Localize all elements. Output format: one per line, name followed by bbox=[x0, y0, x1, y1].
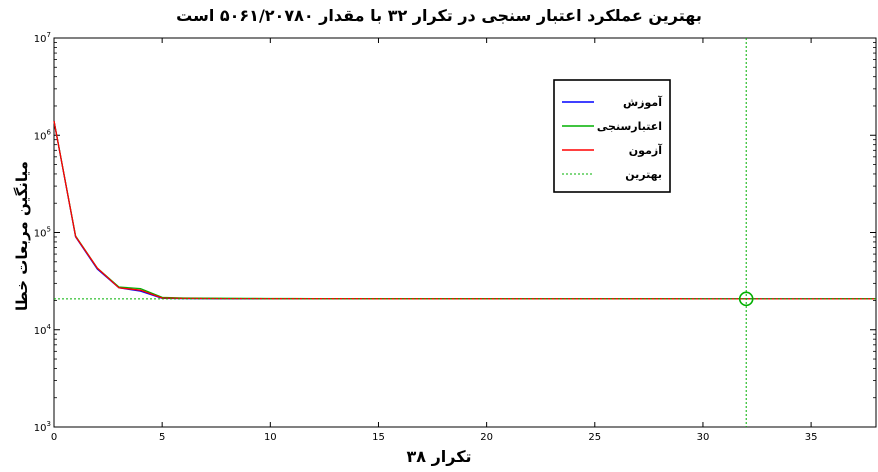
y-tick-label: 107 bbox=[34, 31, 51, 45]
legend-label-1: اعتبارسنجی bbox=[597, 120, 662, 133]
legend-label-0: آموزش bbox=[623, 95, 662, 109]
y-tick-label: 104 bbox=[34, 323, 52, 337]
x-tick-label: 20 bbox=[480, 432, 493, 443]
x-tick-label: 35 bbox=[805, 432, 818, 443]
y-tick-label: 105 bbox=[34, 226, 51, 240]
x-tick-label: 15 bbox=[372, 432, 385, 443]
best-point-marker bbox=[738, 291, 754, 307]
x-tick-label: 25 bbox=[588, 432, 601, 443]
y-tick-label: 103 bbox=[34, 420, 51, 434]
x-axis-label: ۳۸ تکرار bbox=[406, 447, 472, 466]
x-tick-label: 0 bbox=[51, 432, 57, 443]
plot-frame bbox=[53, 37, 877, 428]
y-tick-label: 106 bbox=[34, 128, 52, 142]
x-tick-label: 5 bbox=[159, 432, 165, 443]
x-tick-label: 30 bbox=[697, 432, 710, 443]
legend-label-2: آزمون bbox=[629, 143, 662, 157]
x-tick-label: 10 bbox=[264, 432, 277, 443]
legend-box bbox=[553, 79, 671, 193]
chart-title: بهترین عملکرد اعتبار سنجی در تکرار ۳۲ با… bbox=[176, 6, 702, 25]
legend-label-3: بهترین bbox=[625, 168, 662, 181]
